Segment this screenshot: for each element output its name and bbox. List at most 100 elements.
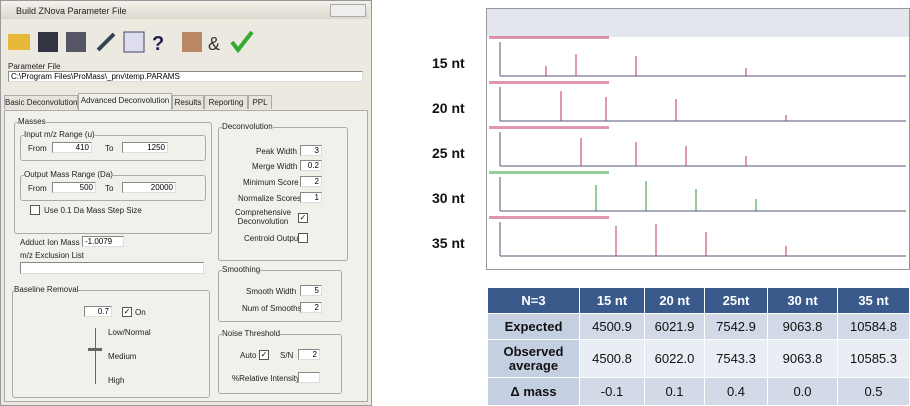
spectrum-label: 25 nt xyxy=(432,145,465,161)
tab[interactable]: Results xyxy=(172,95,204,109)
group-title: Masses xyxy=(18,117,46,126)
toolbar-icons[interactable]: ? & xyxy=(6,28,256,56)
table-cell: 10584.8 xyxy=(838,314,909,339)
group-title: Noise Threshold xyxy=(222,329,280,338)
normalize[interactable]: 1 xyxy=(300,192,322,203)
trace-header xyxy=(489,126,609,129)
table-cell: 7542.9 xyxy=(705,314,767,339)
row-header: Δ mass xyxy=(488,378,579,405)
checkbox-checked[interactable]: ✓ xyxy=(122,307,132,317)
header-cell: N=3 xyxy=(488,288,579,313)
label: To xyxy=(105,144,113,153)
table-cell: 0.4 xyxy=(705,378,767,405)
spectrum-label: 35 nt xyxy=(432,235,465,251)
clipboard-icon[interactable] xyxy=(182,32,202,52)
table-cell: 6021.9 xyxy=(645,314,704,339)
header-cell: 35 nt xyxy=(838,288,909,313)
save-icon[interactable] xyxy=(38,32,58,52)
baseline-value[interactable]: 0.7 xyxy=(84,306,112,317)
table-cell: 7543.3 xyxy=(705,340,767,377)
output-from[interactable]: 500 xyxy=(52,182,96,193)
row-header: Observed average xyxy=(488,340,579,377)
toolbar: ? & xyxy=(6,28,256,56)
slider-level: High xyxy=(108,376,124,385)
table-cell: 0.1 xyxy=(645,378,704,405)
table-cell: 10585.3 xyxy=(838,340,909,377)
noise-group xyxy=(218,334,342,394)
peak-width[interactable]: 3 xyxy=(300,145,322,156)
spectra-window xyxy=(486,8,910,270)
window-frame xyxy=(487,9,910,270)
label: Minimum Score xyxy=(243,178,299,187)
min-score[interactable]: 2 xyxy=(300,176,322,187)
open-icon[interactable] xyxy=(8,34,30,50)
refresh-icon[interactable] xyxy=(124,32,144,52)
label: Smooth Width xyxy=(246,287,296,296)
tab[interactable]: Basic Deconvolution xyxy=(4,95,78,109)
table-cell: 6022.0 xyxy=(645,340,704,377)
input-to[interactable]: 1250 xyxy=(122,142,168,153)
merge-width[interactable]: 0.2 xyxy=(300,160,322,171)
group-title: Input m/z Range (u) xyxy=(24,130,95,139)
tab[interactable]: Reporting xyxy=(204,95,248,109)
spectrum-label: 15 nt xyxy=(432,55,465,71)
edit-icon[interactable] xyxy=(98,34,114,50)
smoothing-group xyxy=(218,270,342,322)
spectrum-label: 20 nt xyxy=(432,100,465,116)
input-from[interactable]: 410 xyxy=(52,142,92,153)
output-to[interactable]: 20000 xyxy=(122,182,176,193)
tab[interactable]: Advanced Deconvolution xyxy=(78,93,172,110)
header-cell: 25nt xyxy=(705,288,767,313)
adduct-input[interactable]: -1.0079 xyxy=(82,236,124,247)
label: Centroid Output xyxy=(244,234,300,243)
ok-icon[interactable] xyxy=(232,32,252,50)
parameter-file-label: Parameter File xyxy=(8,62,60,71)
page: Build ZNova Parameter File ? & Parameter… xyxy=(0,0,910,406)
num-smooths[interactable]: 2 xyxy=(300,302,322,313)
table-cell: 9063.8 xyxy=(768,340,837,377)
group-title: Baseline Removal xyxy=(14,285,78,294)
help-icon[interactable]: ? xyxy=(152,33,164,55)
slider-level: Low/Normal xyxy=(108,328,151,337)
label: Use 0.1 Da Mass Step Size xyxy=(44,206,142,215)
trace-header xyxy=(489,81,609,84)
smooth-width[interactable]: 5 xyxy=(300,285,322,296)
header-cell: 15 nt xyxy=(580,288,644,313)
table-cell: 4500.8 xyxy=(580,340,644,377)
trace-header xyxy=(489,216,609,219)
label: m/z Exclusion List xyxy=(20,251,84,260)
label: Auto xyxy=(240,351,256,360)
group-title: Output Mass Range (Da) xyxy=(24,170,113,179)
label: %Relative Intensity xyxy=(232,374,300,383)
checkbox-checked[interactable]: ✓ xyxy=(298,213,308,223)
group-title: Smoothing xyxy=(222,265,260,274)
label: Merge Width xyxy=(252,162,297,171)
checkbox[interactable] xyxy=(298,233,308,243)
checkbox-checked[interactable]: ✓ xyxy=(259,350,269,360)
header-cell: 30 nt xyxy=(768,288,837,313)
relative-intensity[interactable] xyxy=(298,372,320,383)
slider-thumb[interactable] xyxy=(88,348,102,351)
table-cell: -0.1 xyxy=(580,378,644,405)
checkbox[interactable] xyxy=(30,205,40,215)
label: Num of Smooths xyxy=(242,304,302,313)
label: Peak Width xyxy=(256,147,297,156)
trace-header xyxy=(489,171,609,174)
tab[interactable]: PPL xyxy=(248,95,272,109)
spectrum-label: 30 nt xyxy=(432,190,465,206)
sn-value[interactable]: 2 xyxy=(298,349,320,360)
window-toolbar xyxy=(487,9,909,37)
header-cell: 20 nt xyxy=(645,288,704,313)
row-header: Expected xyxy=(488,314,579,339)
exclusion-input[interactable] xyxy=(20,262,204,274)
link-icon[interactable]: & xyxy=(208,34,220,54)
slider[interactable] xyxy=(95,328,96,384)
slider-level: Medium xyxy=(108,352,136,361)
save-as-icon[interactable] xyxy=(66,32,86,52)
group-title: Deconvolution xyxy=(222,122,273,131)
label: S/N xyxy=(280,351,293,360)
close-buttons[interactable] xyxy=(330,4,366,17)
table-cell: 0.5 xyxy=(838,378,909,405)
parameter-file-path[interactable]: C:\Program Files\ProMass\_pnv\temp.PARAM… xyxy=(8,71,363,82)
table-cell: 9063.8 xyxy=(768,314,837,339)
